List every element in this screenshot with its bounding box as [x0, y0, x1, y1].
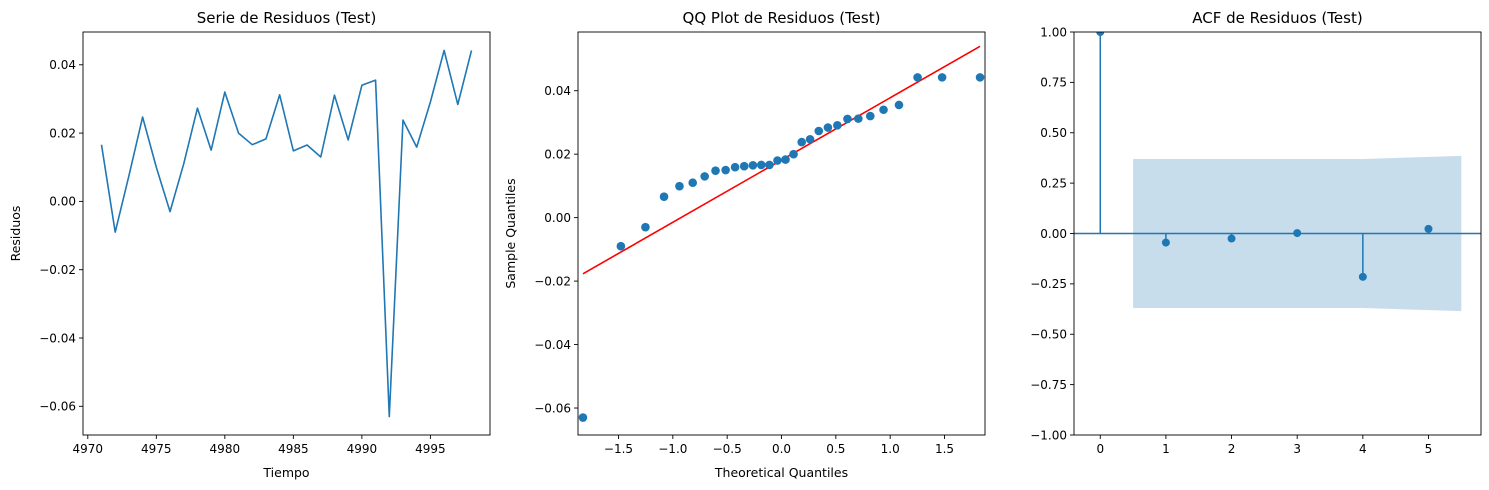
qq-point: [721, 165, 730, 175]
y-tick-label: 0.04: [544, 84, 571, 98]
qq-point: [814, 126, 824, 136]
y-tick-label: 0.00: [1040, 227, 1067, 241]
qq-point: [865, 111, 875, 121]
x-tick-label: 2: [1228, 442, 1236, 456]
axes-frame: [82, 31, 491, 436]
residual-series-line: [100, 49, 473, 418]
y-tick-label: −0.50: [1030, 328, 1067, 342]
qq-point: [854, 114, 863, 123]
qq-point: [879, 105, 888, 115]
residual-series-chart: 4970 4975 4980 4985 4990 4995 −0.06 −0.04 −0.02 0…: [8, 9, 491, 480]
qq-point: [616, 241, 626, 251]
x-tick-label: 1: [1162, 442, 1170, 456]
qq-point: [833, 120, 842, 130]
qq-point: [843, 114, 852, 124]
y-tick-label: 0.00: [49, 195, 76, 209]
qq-point: [641, 222, 650, 232]
qq-point: [913, 73, 922, 82]
y-tick-label: −0.04: [39, 331, 76, 345]
qq-point: [756, 160, 766, 170]
y-tick-label: 0.02: [49, 126, 76, 140]
y-tick-label: −0.25: [1030, 277, 1067, 291]
x-tick-label: 4975: [141, 442, 172, 456]
x-tick-label: −1.0: [658, 442, 687, 456]
acf-point: [1227, 234, 1236, 243]
qq-point: [659, 192, 669, 201]
acf-point: [1096, 32, 1105, 36]
y-tick-label: 0.75: [1040, 76, 1067, 90]
chart-title: ACF de Residuos (Test): [1192, 9, 1362, 27]
y-tick-label: 0.25: [1040, 176, 1067, 190]
y-tick-label: −0.02: [39, 263, 76, 277]
plot-area: [578, 45, 985, 422]
qq-point: [894, 100, 904, 110]
acf-point: [1161, 238, 1170, 247]
acf-point: [1424, 224, 1433, 233]
qq-point: [975, 73, 985, 82]
qq-point: [730, 162, 740, 172]
y-tick-label: −0.75: [1030, 378, 1067, 392]
x-tick-label: −1.5: [604, 442, 633, 456]
x-tick-label: 5: [1425, 442, 1433, 456]
qq-point: [748, 160, 758, 170]
x-axis-label: Tiempo: [262, 465, 309, 480]
qq-point: [823, 123, 833, 132]
qq-point: [937, 73, 947, 82]
x-tick-label: 4995: [415, 442, 446, 456]
qq-point: [578, 413, 588, 422]
x-tick-label: 4990: [347, 442, 378, 456]
y-tick-label: −0.04: [534, 338, 571, 352]
chart-title: QQ Plot de Residuos (Test): [683, 9, 881, 27]
plot-area: [1074, 32, 1481, 312]
chart-title: Serie de Residuos (Test): [197, 9, 377, 27]
qq-point: [700, 172, 709, 181]
y-tick-label: −0.02: [534, 274, 571, 288]
y-tick-label: 1.00: [1040, 25, 1067, 39]
qq-point: [773, 156, 782, 165]
x-tick-label: 4980: [210, 442, 241, 456]
acf-point: [1358, 272, 1367, 281]
qq-point: [711, 166, 720, 175]
x-tick-label: 4985: [278, 442, 309, 456]
x-axis-label: Theoretical Quantiles: [714, 465, 848, 480]
acf-chart: 0 1 2 3 4 5 −1.00 −0.75 −0.50 −0.25 0.00 0.25 0.50 0.…: [1030, 9, 1482, 456]
y-tick-label: −1.00: [1030, 428, 1067, 442]
plot-area: [100, 49, 473, 418]
x-tick-label: 3: [1293, 442, 1301, 456]
x-tick-label: 0: [1096, 442, 1104, 456]
y-tick-label: 0.04: [49, 58, 76, 72]
y-tick-label: 0.02: [544, 147, 571, 161]
y-tick-label: 0.00: [544, 211, 571, 225]
x-tick-label: 4: [1359, 442, 1367, 456]
y-axis-label: Sample Quantiles: [503, 178, 518, 288]
y-tick-label: −0.06: [39, 400, 76, 414]
qq-point: [805, 134, 815, 144]
x-tick-label: 1.0: [881, 442, 900, 456]
qq-plot-chart: −1.5 −1.0 −0.5 0.0 0.5 1.0 1.5 −0.06 −0.04 −0.02 0…: [503, 9, 986, 480]
qq-point: [688, 178, 698, 188]
x-tick-label: −0.5: [713, 442, 742, 456]
y-tick-label: 0.50: [1040, 126, 1067, 140]
qq-point: [797, 137, 807, 147]
qq-point: [789, 149, 798, 159]
qq-point: [781, 155, 790, 164]
x-tick-label: 4970: [73, 442, 104, 456]
axes-frame: [577, 31, 986, 436]
qq-point: [675, 181, 684, 191]
qq-point: [765, 160, 774, 170]
x-tick-label: 1.5: [935, 442, 954, 456]
x-tick-label: 0.5: [826, 442, 845, 456]
x-tick-label: 0.0: [772, 442, 791, 456]
y-tick-label: −0.06: [534, 401, 571, 415]
y-axis-label: Residuos: [8, 206, 23, 262]
acf-point: [1293, 229, 1302, 238]
qq-point: [739, 161, 749, 171]
